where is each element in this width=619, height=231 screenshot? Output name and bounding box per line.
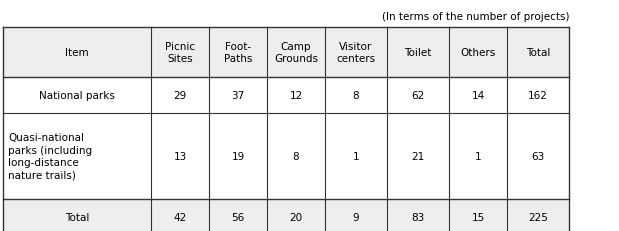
Text: Foot-
Paths: Foot- Paths	[224, 42, 252, 64]
Text: Total: Total	[65, 212, 89, 222]
Text: 162: 162	[528, 91, 548, 100]
Text: 56: 56	[232, 212, 245, 222]
Text: Item: Item	[65, 48, 89, 58]
Bar	[3, 199, 569, 231]
Text: 15: 15	[472, 212, 485, 222]
Text: 13: 13	[173, 151, 186, 161]
Text: 1: 1	[353, 151, 359, 161]
Text: 42: 42	[173, 212, 186, 222]
Text: 8: 8	[353, 91, 359, 100]
Text: 19: 19	[232, 151, 245, 161]
Bar	[3, 28, 569, 78]
Text: 63: 63	[531, 151, 545, 161]
Text: Visitor
centers: Visitor centers	[337, 42, 376, 64]
Text: 12: 12	[289, 91, 303, 100]
Text: 83: 83	[412, 212, 425, 222]
Text: 20: 20	[290, 212, 303, 222]
Text: 9: 9	[353, 212, 359, 222]
Text: Picnic
Sites: Picnic Sites	[165, 42, 195, 64]
Text: 29: 29	[173, 91, 186, 100]
Text: Total: Total	[526, 48, 550, 58]
Text: National parks: National parks	[39, 91, 115, 100]
Text: Quasi-national
parks (including
long-distance
nature trails): Quasi-national parks (including long-dis…	[8, 133, 92, 180]
Text: 62: 62	[412, 91, 425, 100]
Text: 8: 8	[293, 151, 300, 161]
Text: 37: 37	[232, 91, 245, 100]
Text: 21: 21	[412, 151, 425, 161]
Text: Camp
Grounds: Camp Grounds	[274, 42, 318, 64]
Text: Others: Others	[461, 48, 496, 58]
Text: (In terms of the number of projects): (In terms of the number of projects)	[381, 12, 569, 22]
Text: 1: 1	[475, 151, 482, 161]
Text: Toilet: Toilet	[404, 48, 431, 58]
Text: 225: 225	[528, 212, 548, 222]
Text: 14: 14	[472, 91, 485, 100]
